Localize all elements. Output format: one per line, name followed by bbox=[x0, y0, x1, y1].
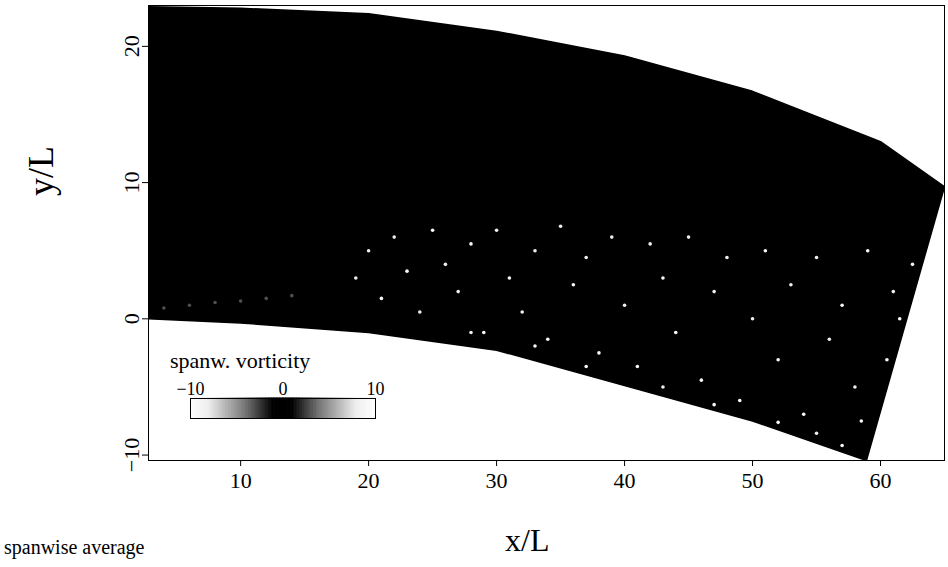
svg-text:20: 20 bbox=[119, 35, 144, 57]
svg-text:10: 10 bbox=[230, 468, 252, 493]
svg-text:20: 20 bbox=[358, 468, 380, 493]
svg-text:0: 0 bbox=[119, 313, 144, 324]
svg-text:60: 60 bbox=[870, 468, 892, 493]
html-text:spanw. vorticity: spanw. vorticity bbox=[170, 348, 311, 373]
svg-text:40: 40 bbox=[614, 468, 636, 493]
svg-text:10: 10 bbox=[367, 379, 385, 399]
svg-text:−10: −10 bbox=[119, 438, 144, 472]
svg-text:−10: −10 bbox=[176, 379, 204, 399]
html-text:y/L: y/L bbox=[21, 146, 61, 196]
svg-text:0: 0 bbox=[279, 379, 288, 399]
html-text:spanwise average: spanwise average bbox=[4, 536, 145, 558]
svg-text:30: 30 bbox=[486, 468, 508, 493]
html-text:x/L: x/L bbox=[505, 522, 550, 558]
svg-text:50: 50 bbox=[742, 468, 764, 493]
svg-text:10: 10 bbox=[119, 172, 144, 194]
